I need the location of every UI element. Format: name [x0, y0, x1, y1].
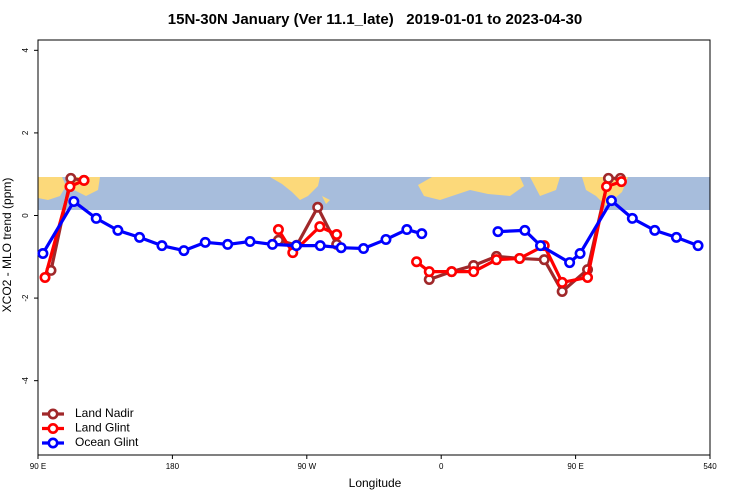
data-point [416, 228, 428, 240]
data-point [266, 238, 278, 250]
legend-label: Land Nadir [75, 406, 134, 420]
data-point [574, 247, 586, 259]
data-point [626, 212, 638, 224]
data-point [446, 266, 458, 278]
data-point [37, 247, 49, 259]
y-tick-label: 2 [21, 130, 30, 135]
data-point [68, 195, 80, 207]
data-point [331, 228, 343, 240]
y-tick-label: -2 [21, 294, 30, 302]
data-point [670, 231, 682, 243]
data-point [692, 240, 704, 252]
x-tick-label: 90 E [30, 462, 46, 471]
data-point [64, 181, 76, 193]
legend-marker [47, 408, 59, 420]
x-tick-label: 90 W [297, 462, 316, 471]
data-point [335, 242, 347, 254]
data-point [401, 224, 413, 236]
data-point [134, 231, 146, 243]
data-point [605, 195, 617, 207]
data-point [556, 285, 568, 297]
data-point [564, 257, 576, 269]
plot-frame [37, 39, 711, 456]
data-point [615, 176, 627, 188]
data-point [78, 174, 90, 186]
data-point [535, 240, 547, 252]
data-point [411, 256, 423, 268]
y-axis-label: XCO2 - MLO trend (ppm) [0, 178, 14, 313]
x-tick-label: 180 [166, 462, 180, 471]
data-point [290, 240, 302, 252]
data-point [244, 236, 256, 248]
data-point [468, 266, 480, 278]
y-tick-label: -4 [21, 377, 30, 385]
data-point [314, 221, 326, 233]
legend-label: Ocean Glint [75, 435, 139, 449]
data-point [649, 224, 661, 236]
x-axis-label: Longitude [349, 476, 402, 490]
data-point [519, 224, 531, 236]
chart-title: 15N-30N January (Ver 11.1_late) 2019-01-… [168, 11, 582, 28]
data-point [178, 245, 190, 257]
data-point [222, 238, 234, 250]
data-point [112, 224, 124, 236]
legend-label: Land Glint [75, 421, 130, 435]
data-point [514, 252, 526, 264]
data-point [490, 254, 502, 266]
data-point [312, 201, 324, 213]
legend-marker [47, 422, 59, 434]
data-point [314, 240, 326, 252]
data-point [423, 266, 435, 278]
plot-area [37, 172, 704, 297]
x-tick-label: 0 [439, 462, 444, 471]
data-point [556, 276, 568, 288]
y-tick-label: 4 [21, 48, 30, 53]
data-point [90, 212, 102, 224]
data-point [492, 226, 504, 238]
data-point [538, 254, 550, 266]
x-tick-label: 90 E [567, 462, 583, 471]
data-point [358, 243, 370, 255]
x-tick-label: 540 [703, 462, 717, 471]
data-point [272, 224, 284, 236]
data-point [601, 181, 613, 193]
data-point [39, 271, 51, 283]
data-point [582, 271, 594, 283]
data-point [380, 233, 392, 245]
y-tick-label: 0 [21, 213, 30, 218]
data-point [156, 240, 168, 252]
data-point [199, 236, 211, 248]
legend-marker [47, 437, 59, 449]
